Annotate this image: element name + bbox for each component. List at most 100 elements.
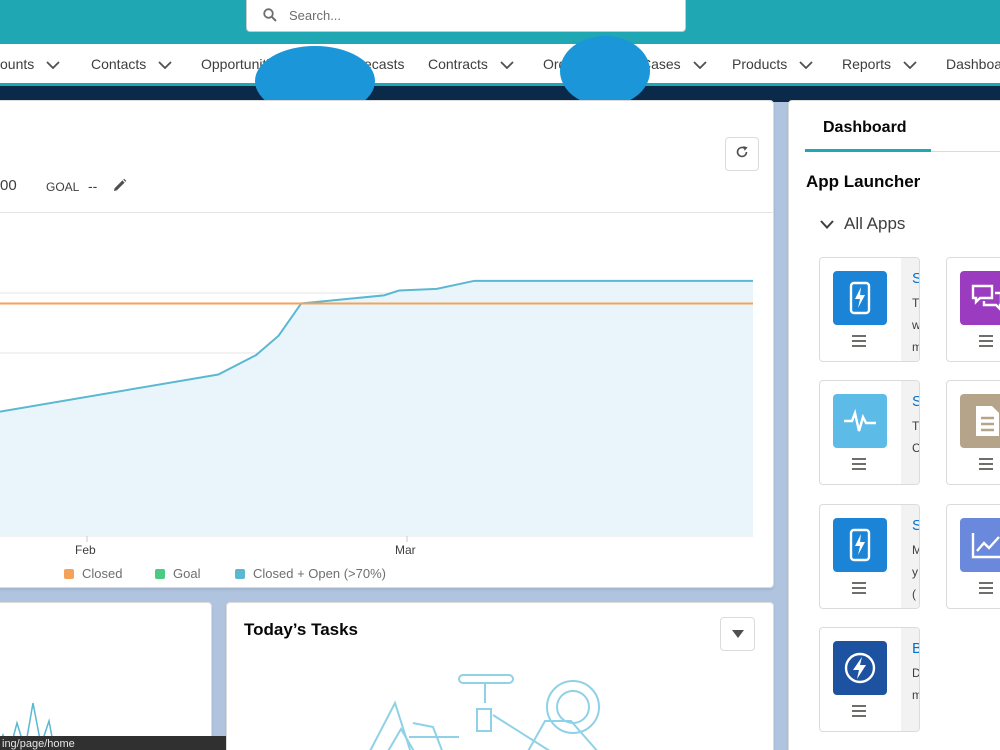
app-tile[interactable] <box>946 257 1000 362</box>
app-launcher-title: App Launcher <box>806 172 921 191</box>
app-description: m <box>912 340 919 354</box>
app-name[interactable]: B <box>912 640 919 657</box>
tasks-menu-button[interactable] <box>720 617 755 651</box>
nav-item-label: Reports <box>842 55 892 72</box>
tile-info-strip <box>901 381 919 484</box>
tab-bar-rule <box>931 151 1000 152</box>
goal-label: GOAL <box>46 180 80 194</box>
line-chart-icon <box>960 518 1000 572</box>
activity-illustration <box>0 702 56 750</box>
nav-item-label: Products <box>732 55 788 72</box>
nav-item-label: ounts <box>0 55 35 72</box>
activity-card <box>0 602 212 750</box>
drag-handle-icon[interactable] <box>852 457 866 475</box>
app-tile[interactable]: BDm <box>819 627 920 732</box>
app-name[interactable]: S <box>912 270 919 287</box>
app-tile[interactable]: STwm <box>819 257 920 362</box>
app-name[interactable]: S <box>912 393 919 410</box>
drag-handle-icon[interactable] <box>852 581 866 599</box>
tasks-title: Today’s Tasks <box>244 620 359 639</box>
tile-info-strip <box>901 628 919 731</box>
legend-item-closed-open[interactable]: Closed + Open (>70%) <box>235 566 386 581</box>
tab-dashboard[interactable]: Dashboard <box>823 119 907 136</box>
closed-amount: 00 <box>0 177 17 194</box>
all-apps-toggle[interactable]: All Apps <box>820 214 905 234</box>
legend-swatch-closed <box>64 568 74 579</box>
legend-swatch-closed-open <box>235 568 245 579</box>
nav-item-contracts[interactable]: Contracts <box>428 44 514 83</box>
refresh-icon <box>735 145 749 164</box>
app-description: m <box>912 688 919 702</box>
legend-label: Closed + Open (>70%) <box>253 566 386 581</box>
app-name[interactable]: S <box>912 517 919 534</box>
chevron-down-icon[interactable] <box>903 56 917 72</box>
tile-info-strip <box>901 258 919 361</box>
app-description: ( <box>912 587 916 601</box>
app-description: D <box>912 666 920 680</box>
legend-label: Goal <box>173 566 201 581</box>
legend-item-goal[interactable]: Goal <box>155 566 200 581</box>
search-icon <box>263 8 277 27</box>
chat-icon <box>960 271 1000 325</box>
document-icon <box>960 394 1000 448</box>
nav-item-label: Contracts <box>428 55 488 72</box>
app-description: C <box>912 441 920 455</box>
lightning-phone-icon <box>833 271 887 325</box>
performance-chart <box>0 279 753 542</box>
nav-item-accounts[interactable]: ounts <box>0 44 60 83</box>
chevron-down-icon[interactable] <box>158 56 172 72</box>
app-tile[interactable]: STC <box>819 380 920 485</box>
lightning-circle-icon <box>833 641 887 695</box>
legend-swatch-goal <box>155 568 165 579</box>
search-box[interactable]: Search... <box>246 0 686 32</box>
lightning-phone-icon <box>833 518 887 572</box>
drag-handle-icon[interactable] <box>979 334 993 352</box>
app-description: T <box>912 419 920 433</box>
nav-item-cases[interactable]: Cases <box>641 44 707 83</box>
chevron-down-icon[interactable] <box>693 56 707 72</box>
drag-handle-icon[interactable] <box>852 334 866 352</box>
nav-item-label: Dashboa <box>946 55 1000 72</box>
app-description: M <box>912 543 919 557</box>
status-bar-url: ing/page/home <box>0 736 226 750</box>
legend-item-closed[interactable]: Closed <box>64 566 122 581</box>
drag-handle-icon[interactable] <box>979 581 993 599</box>
x-ticks <box>86 536 408 542</box>
nav-item-products[interactable]: Products <box>732 44 813 83</box>
chevron-down-icon[interactable] <box>799 56 813 72</box>
search-placeholder: Search... <box>289 8 342 23</box>
card-divider <box>0 212 773 213</box>
chevron-down-icon[interactable] <box>500 56 514 72</box>
nav-item-label: Cases <box>641 55 681 72</box>
chevron-down-icon[interactable] <box>46 56 60 72</box>
caret-down-icon <box>731 625 744 643</box>
drag-handle-icon[interactable] <box>852 704 866 722</box>
active-tab-indicator <box>805 149 931 152</box>
all-apps-label: All Apps <box>844 214 906 233</box>
app-nav-bar: ounts Contacts Opportunities Forecasts C… <box>0 44 1000 86</box>
legend-label: Closed <box>82 566 123 581</box>
pencil-icon[interactable] <box>112 178 127 198</box>
chevron-down-icon <box>820 219 834 229</box>
refresh-button[interactable] <box>725 137 759 171</box>
tasks-empty-illustration <box>369 674 600 750</box>
app-tile[interactable]: SMy ( <box>819 504 920 609</box>
pulse-icon <box>833 394 887 448</box>
nav-item-dashboards[interactable]: Dashboa <box>946 44 1000 83</box>
app-tile[interactable] <box>946 504 1000 609</box>
closed-open-line <box>0 279 753 413</box>
nav-item-contacts[interactable]: Contacts <box>91 44 172 83</box>
x-tick-label-feb: Feb <box>75 543 96 557</box>
app-description: y <box>912 565 918 579</box>
closed-open-area <box>0 280 753 536</box>
app-description: T <box>912 296 920 310</box>
x-tick-label-mar: Mar <box>395 543 416 557</box>
app-tile[interactable] <box>946 380 1000 485</box>
goal-value: -- <box>88 178 98 194</box>
drag-handle-icon[interactable] <box>979 457 993 475</box>
nav-item-reports[interactable]: Reports <box>842 44 917 83</box>
todays-tasks-card <box>226 602 774 750</box>
nav-item-label: Contacts <box>91 55 147 72</box>
app-description: w <box>912 318 920 332</box>
banner-cloud <box>560 36 650 106</box>
